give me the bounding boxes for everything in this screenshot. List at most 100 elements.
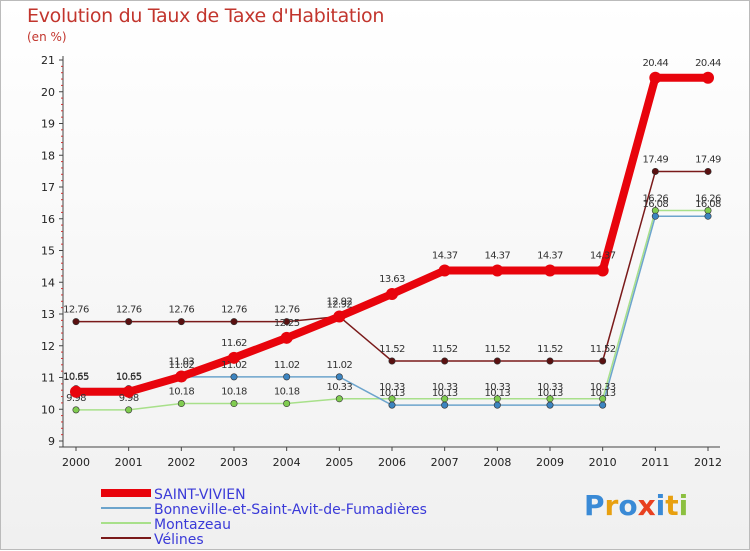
- data-point: [280, 331, 293, 344]
- data-label: 12.76: [116, 305, 142, 316]
- data-point: [125, 318, 133, 326]
- series-line: [76, 170, 708, 362]
- data-label: 9.98: [66, 393, 86, 404]
- data-label: 14.37: [537, 251, 563, 262]
- data-label: 11.02: [327, 360, 353, 371]
- data-point: [493, 357, 501, 365]
- data-label: 17.49: [695, 154, 721, 165]
- data-label: 10.55: [63, 372, 89, 383]
- data-label: 10.18: [169, 387, 195, 398]
- data-label: 10.13: [485, 388, 511, 399]
- data-label: 10.33: [485, 382, 511, 393]
- data-label: 13.63: [379, 274, 405, 285]
- data-point: [599, 401, 607, 409]
- data-point: [441, 357, 449, 365]
- data-point: [230, 318, 238, 326]
- y-tick-label: 21: [41, 54, 55, 67]
- logo-letter: r: [604, 489, 619, 522]
- data-point: [544, 264, 556, 277]
- data-label: 10.13: [590, 388, 616, 399]
- data-label: 11.52: [432, 344, 458, 355]
- data-label: 16.26: [643, 193, 669, 204]
- data-point: [386, 287, 398, 300]
- data-point: [177, 400, 185, 408]
- data-label: 9.98: [119, 393, 139, 404]
- data-point: [702, 71, 714, 84]
- x-tick-label: 2005: [325, 456, 353, 469]
- y-tick-label: 14: [41, 276, 55, 289]
- x-tick-label: 2003: [220, 456, 248, 469]
- data-label: 14.37: [485, 251, 511, 262]
- data-point: [493, 401, 501, 409]
- data-label: 11.02: [221, 360, 247, 371]
- data-label: 17.49: [643, 154, 669, 165]
- logo-letter: x: [637, 489, 656, 522]
- chart-subtitle: (en %): [27, 30, 67, 44]
- data-label: 16.08: [643, 199, 669, 210]
- data-point: [651, 212, 659, 220]
- data-label: 11.62: [221, 338, 247, 349]
- legend-label: SAINT-VIVIEN: [154, 487, 246, 503]
- data-label: 14.37: [432, 251, 458, 262]
- y-tick-label: 18: [41, 149, 55, 162]
- data-label: 11.52: [379, 344, 405, 355]
- data-label: 10.33: [327, 382, 353, 393]
- data-point: [228, 351, 240, 364]
- x-tick-label: 2004: [273, 456, 301, 469]
- data-point: [441, 401, 449, 409]
- data-point: [704, 212, 712, 220]
- data-label: 10.65: [116, 372, 142, 383]
- data-label: 10.18: [274, 387, 300, 398]
- y-tick-label: 13: [41, 308, 55, 321]
- chart-title: Evolution du Taux de Taxe d'Habitation: [27, 5, 385, 27]
- logo-letter: i: [678, 489, 689, 522]
- y-tick-label: 16: [41, 213, 55, 226]
- data-label: 14.37: [590, 251, 616, 262]
- data-label: 10.13: [432, 388, 458, 399]
- data-label: 10.55: [116, 372, 142, 383]
- data-label: 12.76: [63, 305, 89, 316]
- y-tick-label: 17: [41, 181, 55, 194]
- data-label: 10.33: [590, 382, 616, 393]
- y-tick-label: 9: [48, 435, 55, 448]
- data-point: [546, 357, 554, 365]
- data-label: 10.33: [379, 382, 405, 393]
- x-tick-label: 2006: [378, 456, 406, 469]
- x-tick-label: 2011: [641, 456, 669, 469]
- data-point: [70, 385, 82, 398]
- data-label: 11.52: [537, 344, 563, 355]
- data-point: [72, 318, 80, 326]
- logo-letter: P: [584, 489, 605, 522]
- x-tick-label: 2002: [167, 456, 195, 469]
- data-label: 20.44: [643, 58, 669, 69]
- data-point: [177, 318, 185, 326]
- y-tick-label: 15: [41, 245, 55, 258]
- data-point: [230, 373, 238, 381]
- x-tick-label: 2010: [589, 456, 617, 469]
- data-label: 16.08: [695, 199, 721, 210]
- x-tick-label: 2000: [62, 456, 90, 469]
- data-label: 12.92: [327, 297, 353, 308]
- data-label: 12.92: [327, 300, 353, 311]
- data-point: [388, 401, 396, 409]
- data-point: [335, 395, 343, 403]
- data-label: 11.52: [485, 344, 511, 355]
- legend-label: Vélines: [154, 532, 204, 548]
- data-point: [283, 373, 291, 381]
- data-point: [491, 264, 504, 277]
- y-tick-label: 11: [41, 372, 55, 385]
- y-tick-label: 19: [41, 118, 55, 131]
- data-label: 10.18: [221, 387, 247, 398]
- data-point: [333, 310, 346, 323]
- x-tick-label: 2007: [431, 456, 459, 469]
- legend-label: Bonneville-et-Saint-Avit-de-Fumadières: [154, 502, 427, 518]
- data-point: [122, 385, 135, 398]
- x-tick-label: 2012: [694, 456, 722, 469]
- data-label: 11.52: [590, 344, 616, 355]
- logo-letter: i: [655, 489, 666, 522]
- data-point: [283, 318, 291, 326]
- data-label: 20.44: [695, 58, 721, 69]
- data-label: 11.03: [169, 357, 195, 368]
